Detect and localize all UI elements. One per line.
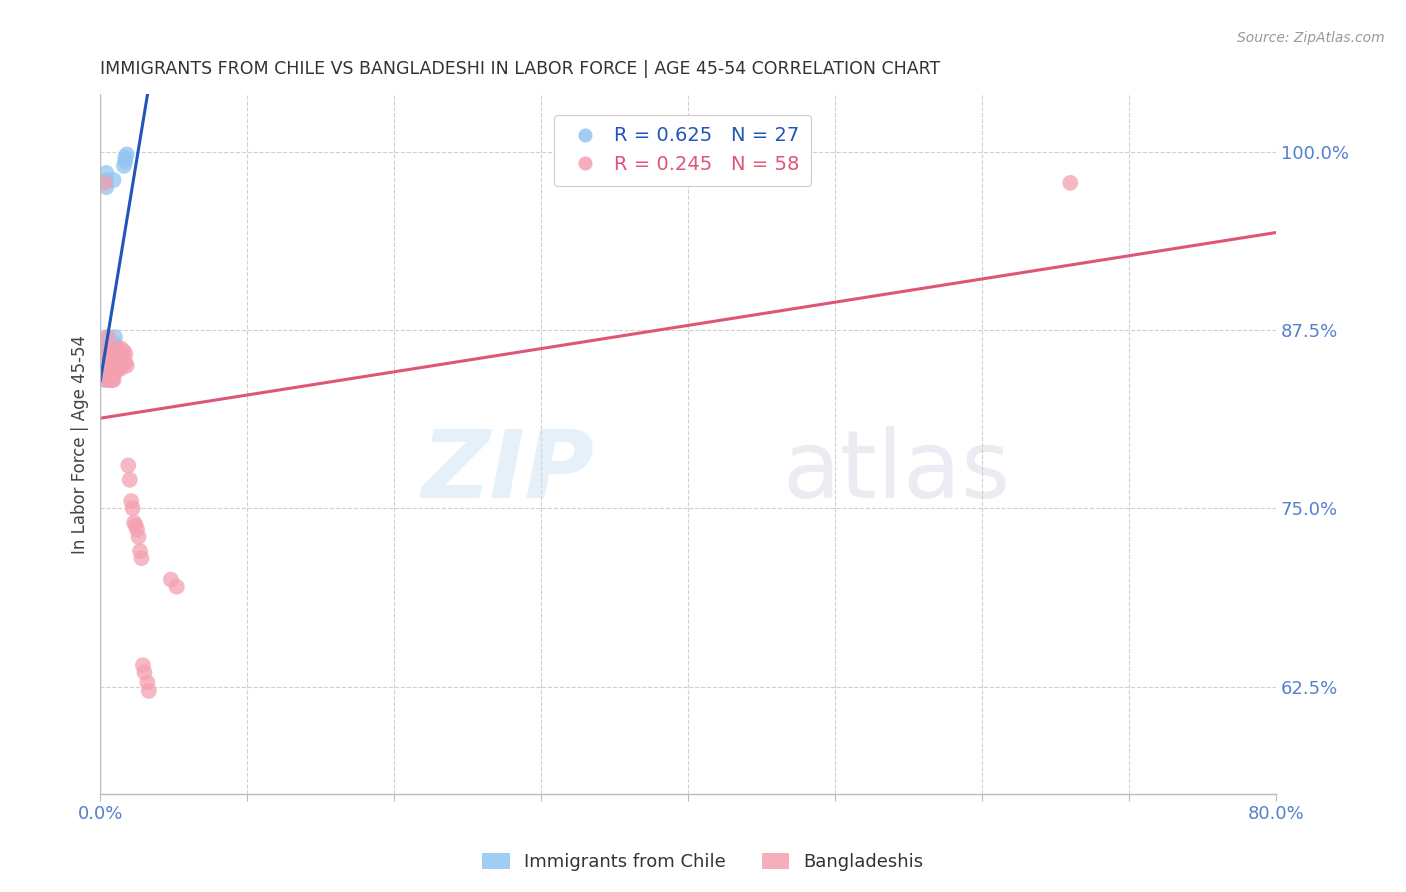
Point (98, 373, 121, 387)
Legend: Immigrants from Chile, Bangladeshis: Immigrants from Chile, Bangladeshis (475, 846, 931, 879)
Point (128, 530, 150, 544)
Point (101, 344, 124, 359)
Point (97, 347, 120, 361)
Point (134, 665, 156, 680)
Point (112, 344, 135, 359)
Point (98, 342, 121, 356)
Point (100, 366, 122, 380)
Point (96, 366, 118, 380)
Point (100, 344, 122, 359)
Point (110, 351, 132, 366)
Point (97, 347, 120, 361)
Point (114, 347, 136, 361)
Point (111, 347, 134, 361)
Point (100, 359, 122, 373)
Point (103, 344, 125, 359)
Point (96, 180, 118, 194)
Point (132, 658, 155, 673)
Y-axis label: In Labor Force | Age 45-54: In Labor Force | Age 45-54 (72, 334, 89, 554)
Point (100, 373, 122, 387)
Point (101, 368, 124, 383)
Point (101, 373, 124, 387)
Point (118, 473, 141, 487)
Point (107, 361, 129, 376)
Point (101, 366, 124, 380)
Point (98, 361, 121, 376)
Text: atlas: atlas (782, 426, 1011, 518)
Point (108, 359, 131, 373)
Point (97, 330, 120, 344)
Point (98, 351, 121, 366)
Point (97, 340, 120, 354)
Point (112, 159, 135, 173)
Point (94, 373, 117, 387)
Text: IMMIGRANTS FROM CHILE VS BANGLADESHI IN LABOR FORCE | AGE 45-54 CORRELATION CHAR: IMMIGRANTS FROM CHILE VS BANGLADESHI IN … (100, 60, 941, 78)
Point (96, 173, 118, 187)
Legend: R = 0.625   N = 27, R = 0.245   N = 58: R = 0.625 N = 27, R = 0.245 N = 58 (554, 115, 811, 186)
Point (105, 342, 128, 356)
Point (131, 551, 153, 566)
Point (110, 361, 132, 376)
Point (114, 154, 136, 169)
Point (96, 166, 118, 180)
Point (96, 359, 118, 373)
Point (114, 150, 136, 164)
Point (94, 176, 117, 190)
Point (166, 580, 188, 594)
Point (127, 523, 149, 537)
Point (138, 684, 160, 698)
Point (104, 351, 127, 366)
Point (104, 337, 127, 351)
Point (97, 342, 120, 356)
Point (98, 351, 121, 366)
Point (121, 501, 143, 516)
Point (117, 458, 139, 473)
Point (100, 366, 122, 380)
Point (97, 330, 120, 344)
Point (111, 356, 134, 370)
Point (105, 347, 128, 361)
Point (124, 518, 146, 533)
Point (122, 516, 145, 530)
Point (104, 330, 127, 344)
Point (101, 356, 124, 370)
Point (108, 344, 131, 359)
Point (129, 544, 152, 558)
Point (115, 359, 138, 373)
Point (160, 573, 183, 587)
Text: ZIP: ZIP (422, 426, 595, 518)
Point (107, 351, 129, 366)
Text: Source: ZipAtlas.com: Source: ZipAtlas.com (1237, 31, 1385, 45)
Point (115, 147, 138, 161)
Point (108, 347, 131, 361)
Point (136, 675, 159, 690)
Point (112, 356, 135, 370)
Point (105, 359, 128, 373)
Point (104, 366, 127, 380)
Point (103, 347, 125, 361)
Point (103, 173, 125, 187)
Point (100, 373, 122, 387)
Point (94, 373, 117, 387)
Point (101, 373, 124, 387)
Point (104, 342, 127, 356)
Point (120, 494, 142, 508)
Point (100, 356, 122, 370)
Point (101, 359, 124, 373)
Point (103, 373, 125, 387)
Point (107, 347, 129, 361)
Point (114, 356, 136, 370)
Point (98, 342, 121, 356)
Point (1059, 176, 1081, 190)
Point (110, 342, 132, 356)
Point (98, 361, 121, 376)
Point (103, 361, 125, 376)
